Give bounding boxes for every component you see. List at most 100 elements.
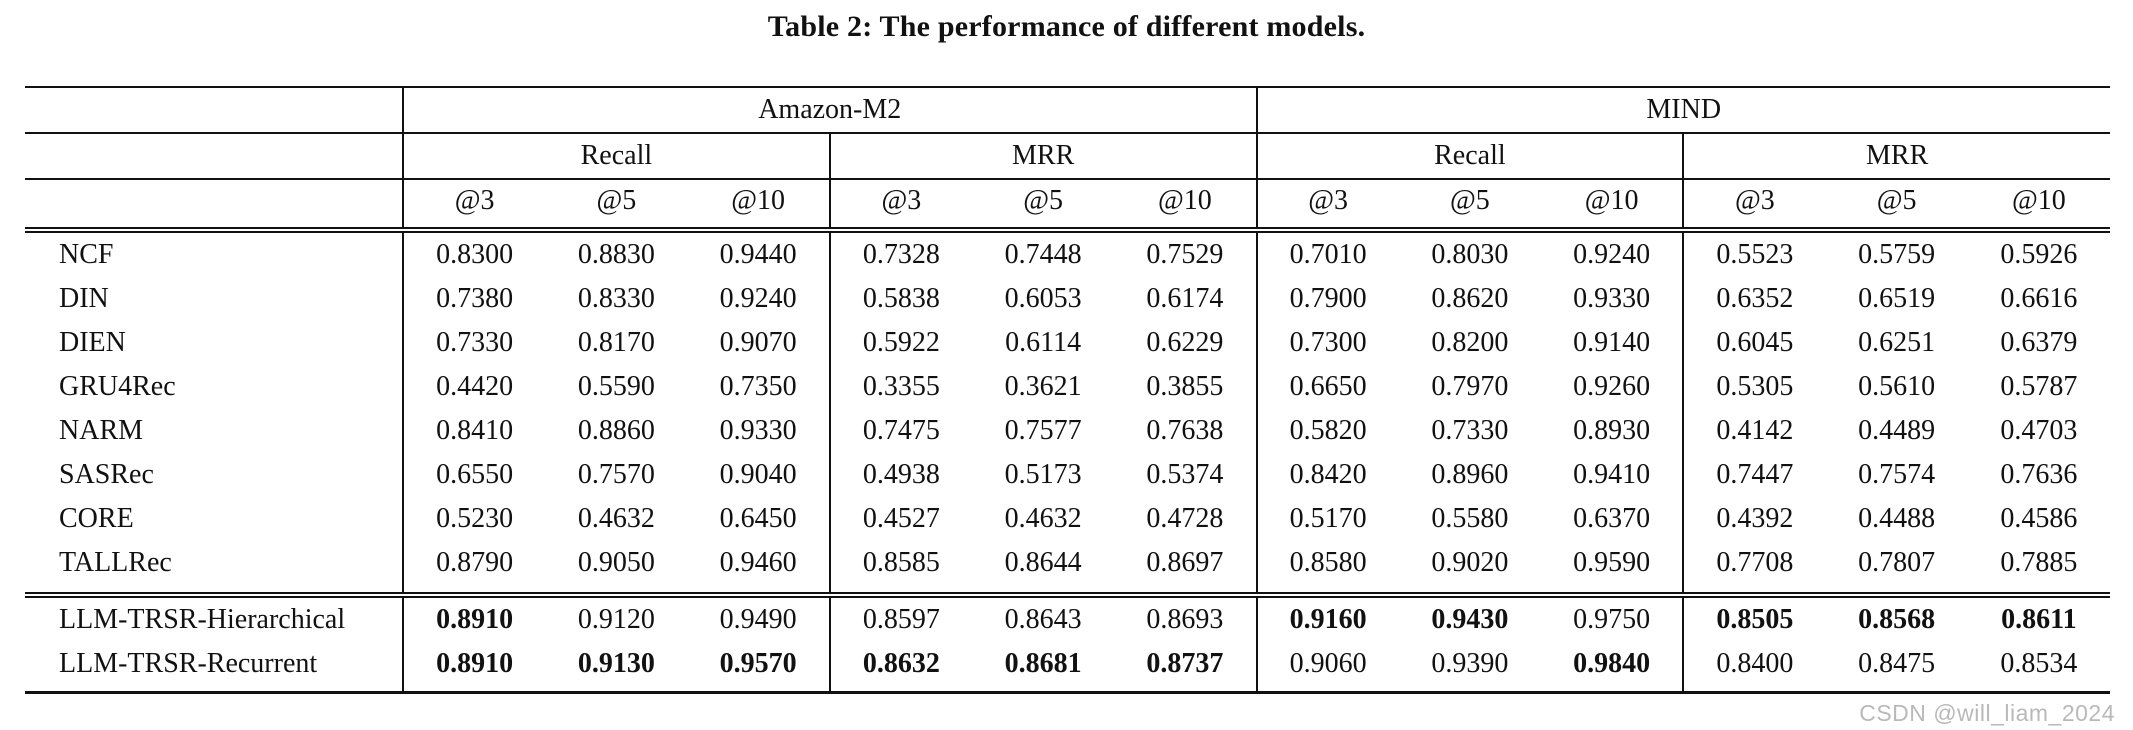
metric-value: 0.4703 (2000, 415, 2078, 446)
metric-value: 0.7380 (401, 277, 546, 321)
metric-value: 0.7350 (719, 371, 797, 402)
metric-value: 0.9260 (1573, 371, 1651, 402)
metric-value: 0.4488 (1858, 503, 1936, 534)
k-header: @3 (828, 179, 972, 233)
table-row: TALLRec 0.8790 0.9050 0.9460 0.8585 0.86… (25, 541, 2110, 598)
metric-value: 0.8170 (577, 327, 655, 358)
metric-value: 0.5590 (577, 371, 655, 402)
metric-value: 0.8697 (1114, 541, 1257, 598)
metric-value: 0.7577 (1004, 415, 1082, 446)
table-header-metrics: Recall MRR Recall MRR (25, 133, 2110, 180)
metric-value: 0.7574 (1858, 459, 1936, 490)
metric-value: 0.8693 (1146, 604, 1224, 635)
metric-value: 0.7447 (1682, 453, 1826, 497)
metric-value: 0.8960 (1431, 459, 1509, 490)
k-header: @10 (1114, 179, 1257, 233)
metric-value: 0.6550 (401, 453, 546, 497)
metric-value: 0.7330 (401, 321, 546, 365)
metric-value: 0.7330 (1431, 415, 1509, 446)
metric-value: 0.4586 (2000, 503, 2078, 534)
metric-value: 0.9410 (1573, 459, 1651, 490)
k-header: @3 (1682, 179, 1826, 233)
table-row: DIEN 0.7330 0.8170 0.9070 0.5922 0.6114 … (25, 321, 2110, 365)
metric-value: 0.8568 (1858, 604, 1936, 635)
metric-value: 0.7885 (1967, 541, 2110, 598)
k-header: @5 (972, 179, 1115, 233)
table-header-k: @3 @5 @10 @3 @5 @10 @3 @5 @10 @3 @5 @10 (25, 179, 2110, 233)
metric-value: 0.8681 (1004, 648, 1082, 679)
metric-value: 0.5787 (2000, 371, 2078, 402)
metric-value: 0.5838 (828, 277, 972, 321)
performance-table: Amazon-M2 MIND Recall MRR Recall MRR @3 … (25, 86, 2110, 694)
metric-value: 0.6650 (1255, 365, 1399, 409)
metric-value: 0.9070 (719, 327, 797, 358)
metric-value: 0.8830 (577, 239, 655, 270)
table-row: NARM 0.8410 0.8860 0.9330 0.7475 0.7577 … (25, 409, 2110, 453)
k-header: @10 (1967, 179, 2110, 233)
table-header-datasets: Amazon-M2 MIND (25, 87, 2110, 134)
metric-value: 0.4527 (828, 497, 972, 541)
metric-value: 0.6616 (2000, 283, 2078, 314)
metric-value: 0.8200 (1431, 327, 1509, 358)
metric-value: 0.9570 (719, 648, 797, 679)
metric-value: 0.7300 (1255, 321, 1399, 365)
metric-value: 0.9130 (577, 648, 655, 679)
table-caption: Table 2: The performance of different mo… (767, 10, 1366, 43)
metric-value: 0.5305 (1682, 365, 1826, 409)
metric-value: 0.4489 (1858, 415, 1936, 446)
metric-value: 0.8475 (1858, 648, 1936, 679)
metric-value: 0.6045 (1682, 321, 1826, 365)
metric-value: 0.9240 (719, 283, 797, 314)
metric-value: 0.7708 (1682, 541, 1826, 598)
metric-value: 0.8910 (401, 642, 546, 693)
metric-value: 0.9840 (1573, 648, 1651, 679)
metric-value: 0.7448 (1004, 239, 1082, 270)
metric-value: 0.5170 (1255, 497, 1399, 541)
metric-value: 0.9050 (545, 541, 688, 598)
metric-value: 0.8620 (1431, 283, 1509, 314)
metric-value: 0.3855 (1146, 371, 1224, 402)
model-name: CORE (59, 503, 134, 534)
metric-value: 0.5922 (828, 321, 972, 365)
corner-cell (25, 179, 403, 233)
table-row: LLM-TRSR-Hierarchical 0.8910 0.9120 0.94… (25, 595, 2110, 642)
metric-value: 0.7475 (828, 409, 972, 453)
metric-value: 0.9020 (1398, 541, 1541, 598)
metric-value: 0.9060 (1255, 642, 1399, 693)
model-name: TALLRec (25, 541, 403, 598)
k-header: @10 (1541, 179, 1684, 233)
table-row: GRU4Rec 0.4420 0.5590 0.7350 0.3355 0.36… (25, 365, 2110, 409)
metric-header-recall: Recall (402, 133, 830, 180)
metric-value: 0.8632 (828, 642, 972, 693)
metric-value: 0.8030 (1431, 239, 1509, 270)
metric-value: 0.9440 (719, 239, 797, 270)
model-name: LLM-TRSR-Recurrent (59, 648, 318, 679)
metric-value: 0.5610 (1858, 371, 1936, 402)
metric-value: 0.7328 (828, 230, 972, 277)
k-header: @5 (1825, 179, 1968, 233)
metric-value: 0.6229 (1146, 327, 1224, 358)
metric-value: 0.4938 (828, 453, 972, 497)
metric-value: 0.4632 (1004, 503, 1082, 534)
corner-cell (25, 133, 403, 180)
metric-value: 0.8410 (401, 409, 546, 453)
k-header: @5 (1398, 179, 1541, 233)
metric-value: 0.5230 (401, 497, 546, 541)
metric-value: 0.5580 (1431, 503, 1509, 534)
metric-value: 0.7636 (2000, 459, 2078, 490)
metric-value: 0.9040 (719, 459, 797, 490)
model-name: NARM (59, 415, 144, 446)
model-name: LLM-TRSR-Hierarchical (59, 604, 346, 635)
metric-value: 0.9390 (1431, 648, 1509, 679)
metric-value: 0.5173 (1004, 459, 1082, 490)
model-name: DIN (59, 283, 109, 314)
metric-value: 0.8597 (828, 595, 972, 642)
metric-value: 0.6450 (719, 503, 797, 534)
metric-value: 0.4632 (577, 503, 655, 534)
metric-value: 0.7010 (1255, 230, 1399, 277)
metric-value: 0.9160 (1255, 595, 1399, 642)
metric-value: 0.8737 (1146, 648, 1224, 679)
metric-value: 0.8400 (1682, 642, 1826, 693)
metric-value: 0.8330 (577, 283, 655, 314)
csdn-watermark: CSDN @will_liam_2024 (1859, 700, 2115, 726)
